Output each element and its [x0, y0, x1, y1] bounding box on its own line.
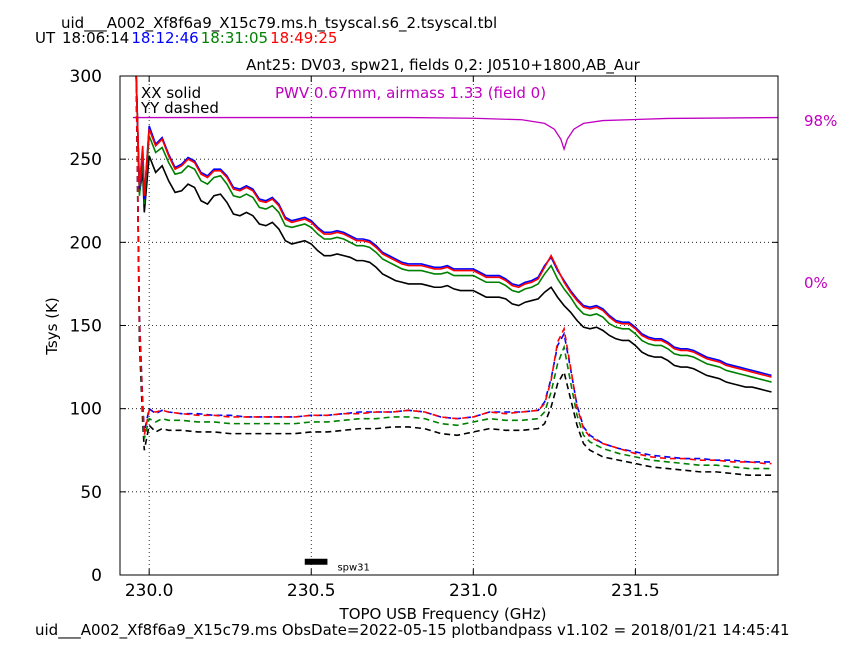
series-4-dashed-line [135, 75, 772, 477]
right-axis-98: 98% [804, 112, 837, 130]
x-tick-label: 231.5 [611, 581, 660, 601]
series-layer [135, 75, 772, 477]
axis-ticks: 230.0 230.5 231.0 231.5 0 50 100 150 200 250 300 [70, 67, 778, 601]
atm-transmission-line [132, 116, 779, 152]
x-tick-label: 230.0 [125, 581, 174, 601]
y-tick-label: 150 [70, 317, 102, 337]
ut-time-3: 18:31:05 [200, 29, 269, 47]
y-tick-label: 200 [70, 233, 102, 253]
ut-time-1: 18:06:14 [61, 29, 130, 47]
spw-label: spw31 [337, 563, 369, 574]
x-axis-label: TOPO USB Frequency (GHz) [339, 605, 547, 623]
series-2-solid-line [135, 75, 772, 377]
legend-yy: YY dashed [140, 99, 219, 117]
ut-time-4: 18:49:25 [270, 29, 338, 47]
series-7-dashed-line [135, 75, 772, 465]
right-axis-0: 0% [804, 274, 828, 292]
spw-marker: spw31 [304, 558, 370, 574]
table-title: uid___A002_Xf8f6a9_X15c79.ms.h_tsyscal.s… [61, 14, 498, 32]
ut-times-row: UT 18:06:14 18:12:46 18:31:05 18:49:25 [35, 29, 339, 47]
legend-xx: XX solid [141, 84, 201, 102]
ut-time-2: 18:12:46 [131, 29, 199, 47]
y-axis-label: Tsys (K) [43, 297, 61, 356]
x-tick-label: 230.5 [287, 581, 336, 601]
x-tick-label: 231.0 [449, 581, 498, 601]
footer-info: uid___A002_Xf8f6a9_X15c79.ms ObsDate=202… [35, 621, 790, 639]
y-tick-label: 0 [91, 566, 102, 586]
chart-title: Ant25: DV03, spw21, fields 0,2: J0510+18… [246, 56, 641, 75]
grid-lines [120, 75, 778, 576]
y-tick-label: 300 [70, 67, 102, 87]
y-tick-label: 50 [80, 483, 102, 503]
ut-label: UT [35, 29, 56, 47]
series-1-solid-line [135, 75, 772, 383]
atm-transmission-layer [132, 116, 779, 152]
series-3-solid-line [135, 75, 772, 378]
y-tick-label: 100 [70, 400, 102, 420]
y-tick-label: 250 [70, 150, 102, 170]
series-0-solid-line [135, 75, 772, 393]
pwv-annotation: PWV 0.67mm, airmass 1.33 (field 0) [275, 84, 546, 102]
series-5-dashed-line [135, 75, 772, 470]
